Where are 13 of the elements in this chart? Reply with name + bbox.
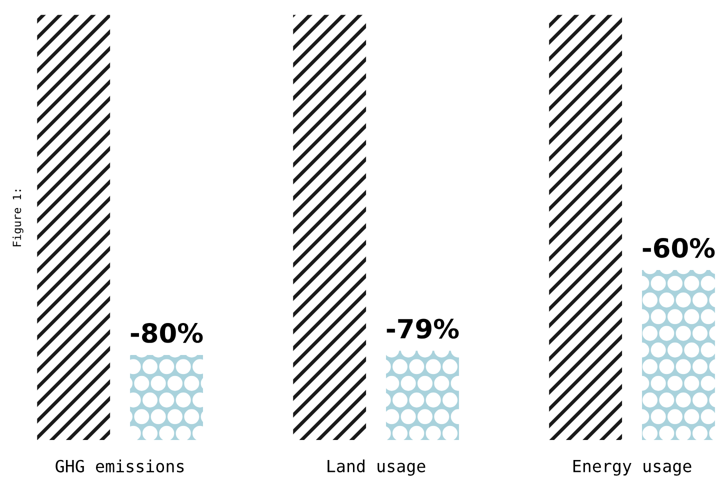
x-tick-label: Land usage xyxy=(328,459,426,476)
bar xyxy=(293,14,366,440)
bar xyxy=(642,270,715,440)
bar xyxy=(130,354,203,440)
annotation: -79% xyxy=(386,318,459,339)
annotation: -80% xyxy=(130,322,203,343)
annotation: -60% xyxy=(642,238,715,258)
x-tick-label: GHG emissions xyxy=(56,460,184,472)
bar xyxy=(386,350,459,440)
bar xyxy=(549,14,622,440)
x-tick-label: Energy usage xyxy=(573,460,692,476)
bar xyxy=(37,14,110,440)
annotation: Figure 1: xyxy=(12,190,24,246)
